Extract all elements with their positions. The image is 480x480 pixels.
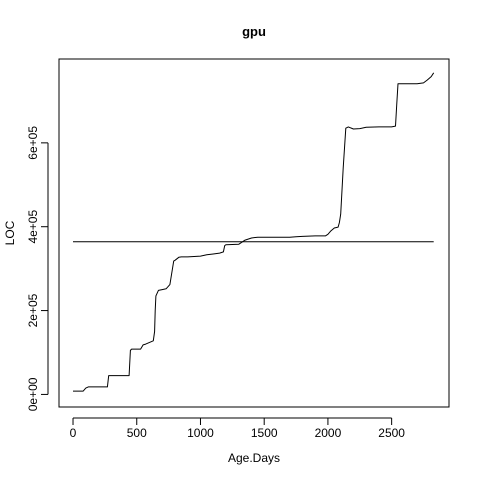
x-tick-label: 2500	[378, 426, 405, 440]
x-axis-label: Age.Days	[228, 451, 280, 465]
y-tick-label: 6e+05	[26, 126, 40, 160]
x-tick-label: 0	[70, 426, 77, 440]
x-axis: 0 500 1000 1500 2000 2500	[70, 417, 405, 440]
x-tick-label: 1000	[187, 426, 214, 440]
y-tick-label: 2e+05	[26, 293, 40, 327]
y-tick-label: 4e+05	[26, 210, 40, 244]
y-axis-label: LOC	[3, 220, 17, 245]
chart-title: gpu	[242, 24, 266, 39]
plot-frame	[58, 58, 450, 408]
x-tick-label: 1500	[251, 426, 278, 440]
y-tick-label: 0e+00	[26, 377, 40, 411]
y-axis: 0e+00 2e+05 4e+05 6e+05	[26, 126, 49, 411]
loc-series-line	[73, 72, 435, 392]
series-layer	[73, 72, 435, 392]
x-tick-label: 2000	[315, 426, 342, 440]
x-tick-label: 500	[127, 426, 147, 440]
